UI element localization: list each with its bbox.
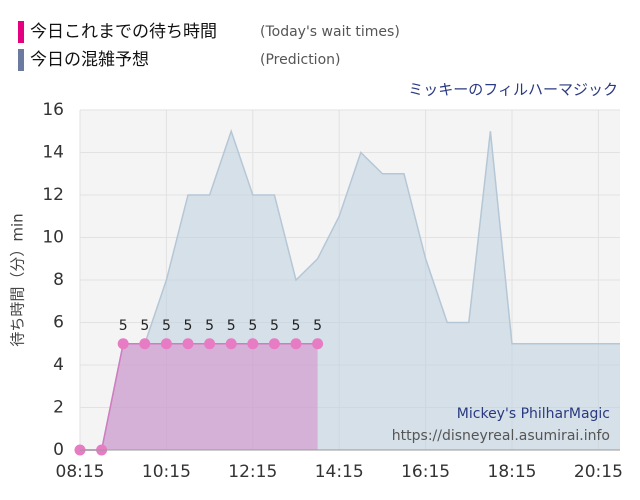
watermark: Mickey's PhilharMagic <box>457 406 610 422</box>
x-tick-label: 20:15 <box>574 462 623 482</box>
legend-note: (Today's wait times) <box>260 24 400 40</box>
area <box>80 131 620 450</box>
y-tick-label: 12 <box>42 185 64 205</box>
data-label: 5 <box>292 318 301 334</box>
line <box>80 128 620 451</box>
point <box>247 338 259 350</box>
x-tick-label: 14:15 <box>315 462 364 482</box>
y-tick-label: 16 <box>42 100 64 120</box>
data-label: 5 <box>119 318 128 334</box>
point <box>268 338 280 350</box>
data-label: 5 <box>248 318 257 334</box>
y-axis-label: 待ち時間（分）min <box>9 213 27 346</box>
x-tick-label: 10:15 <box>142 462 191 482</box>
x-tick-label: 18:15 <box>488 462 537 482</box>
legend-note: (Prediction) <box>260 52 340 68</box>
data-label: 5 <box>227 318 236 334</box>
legend-swatch <box>18 21 24 43</box>
point <box>139 338 151 350</box>
legend-swatch <box>18 49 24 71</box>
point <box>290 338 302 350</box>
point <box>117 338 129 350</box>
x-tick-label: 08:15 <box>56 462 105 482</box>
data-label: 5 <box>162 318 171 334</box>
legend-label: 今日の混雑予想 <box>30 50 149 70</box>
point <box>182 338 194 350</box>
y-tick-label: 14 <box>42 143 64 163</box>
y-tick-label: 2 <box>53 398 64 418</box>
point <box>312 338 324 350</box>
watermark: https://disneyreal.asumirai.info <box>392 428 610 444</box>
data-label: 5 <box>313 318 322 334</box>
point <box>225 338 237 350</box>
data-label: 5 <box>184 318 193 334</box>
x-tick-label: 12:15 <box>228 462 277 482</box>
y-tick-label: 10 <box>42 228 64 248</box>
y-tick-label: 6 <box>53 313 64 333</box>
chart-subtitle: ミッキーのフィルハーマジック <box>408 81 618 99</box>
data-label: 5 <box>140 318 149 334</box>
point <box>204 338 216 350</box>
area <box>80 343 318 450</box>
x-tick-label: 16:15 <box>401 462 450 482</box>
y-tick-label: 4 <box>53 355 64 375</box>
y-tick-label: 8 <box>53 270 64 290</box>
data-label: 5 <box>205 318 214 334</box>
data-label: 5 <box>270 318 279 334</box>
point <box>160 338 172 350</box>
legend-label: 今日これまでの待ち時間 <box>30 22 217 42</box>
y-tick-label: 0 <box>53 440 64 460</box>
